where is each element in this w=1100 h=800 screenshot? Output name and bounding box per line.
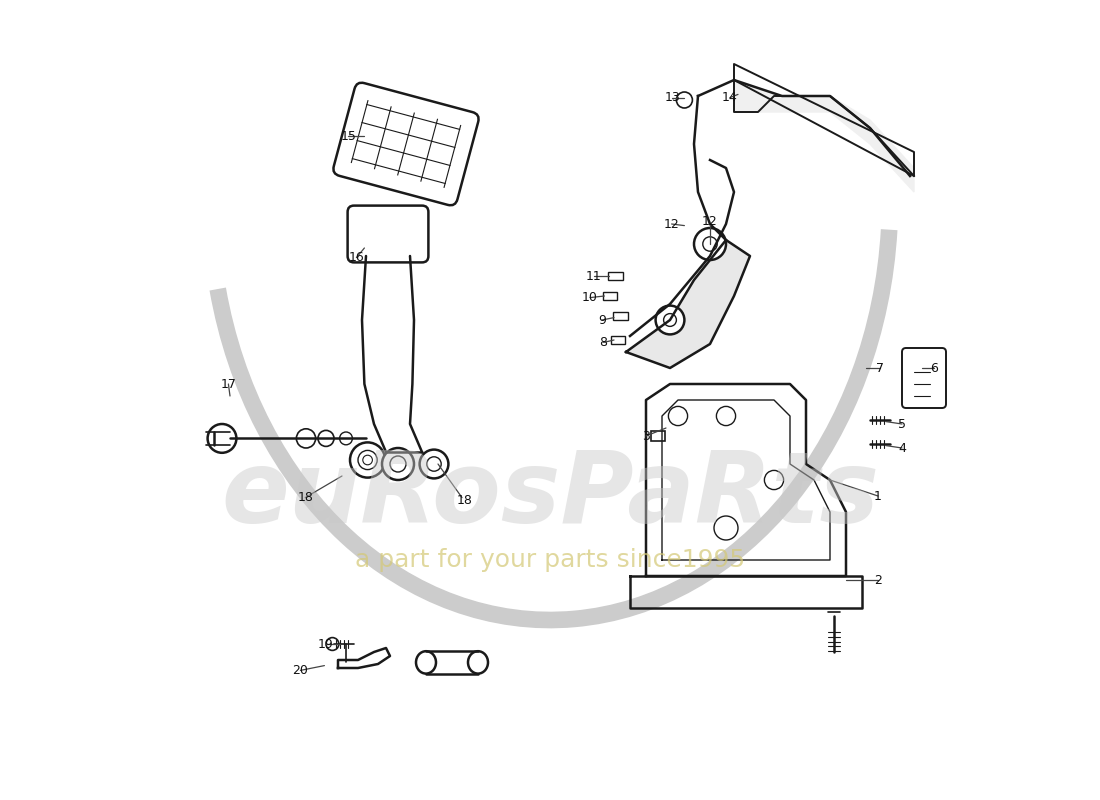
Circle shape [427,457,441,471]
Text: 14: 14 [722,91,738,104]
Circle shape [764,470,783,490]
Polygon shape [734,80,914,192]
Text: 9: 9 [598,314,606,326]
Text: 18: 18 [456,494,472,506]
Circle shape [694,228,726,260]
FancyBboxPatch shape [333,82,478,206]
Text: 10: 10 [582,291,598,304]
Circle shape [382,448,414,480]
Circle shape [296,429,316,448]
Text: 12: 12 [702,215,718,228]
Text: 7: 7 [876,362,883,374]
Text: 8: 8 [600,336,607,349]
Text: 16: 16 [349,251,364,264]
Circle shape [340,432,352,445]
Circle shape [669,406,688,426]
Circle shape [390,456,406,472]
Text: 6: 6 [931,362,938,374]
Circle shape [326,638,339,650]
Text: 15: 15 [341,130,356,142]
Circle shape [676,92,692,108]
Bar [608,272,623,280]
Circle shape [656,306,684,334]
Circle shape [208,424,236,453]
Text: 12: 12 [663,218,680,230]
Text: 11: 11 [586,270,602,282]
Text: euRosPaRts: euRosPaRts [221,447,879,545]
Bar [613,312,628,320]
Circle shape [703,237,717,251]
Text: 4: 4 [898,442,906,454]
Polygon shape [626,240,750,368]
Text: 17: 17 [220,378,236,390]
Text: 3: 3 [642,430,650,442]
Circle shape [716,406,736,426]
Circle shape [350,442,385,478]
Text: 2: 2 [874,574,882,586]
Text: 1: 1 [874,490,882,502]
Text: 19: 19 [318,638,334,650]
Text: 5: 5 [898,418,906,430]
Text: 18: 18 [297,491,313,504]
Text: 13: 13 [664,91,680,104]
Circle shape [714,516,738,540]
FancyBboxPatch shape [348,206,428,262]
Bar [651,431,666,441]
Circle shape [318,430,334,446]
Ellipse shape [468,651,488,674]
Bar [603,292,617,300]
FancyBboxPatch shape [902,348,946,408]
Ellipse shape [416,651,436,674]
Circle shape [419,450,449,478]
Bar [610,336,625,344]
Circle shape [363,455,373,465]
Circle shape [358,450,377,470]
Text: a part for your parts since1995: a part for your parts since1995 [355,548,745,572]
Circle shape [663,314,676,326]
Text: 20: 20 [293,664,308,677]
